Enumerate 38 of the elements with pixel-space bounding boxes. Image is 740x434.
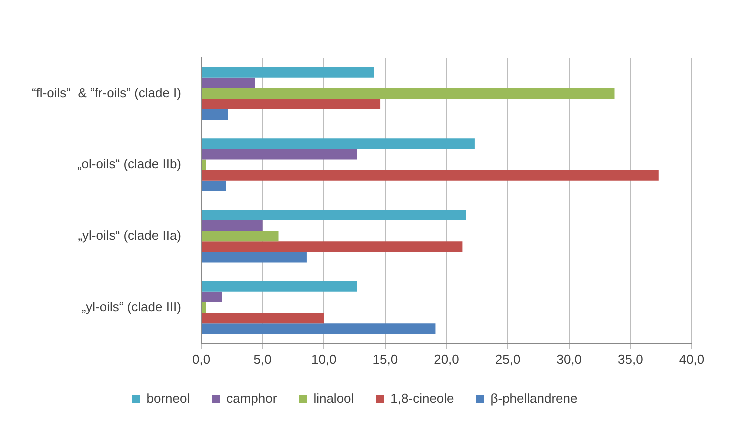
x-tick-label: 30,0: [556, 352, 582, 367]
bar: [202, 160, 206, 170]
bar: [202, 67, 374, 78]
bar: [202, 170, 659, 181]
x-tick-label: 5,0: [254, 352, 272, 367]
bar: [202, 242, 463, 252]
bar: [202, 149, 358, 160]
bar: [202, 281, 358, 292]
bar: [202, 231, 279, 242]
legend-label: camphor: [226, 391, 278, 406]
y-tick-label: “fl-oils“ & “fr-oils” (clade I): [32, 85, 182, 100]
x-tick-label: 20,0: [434, 352, 460, 367]
bar: [202, 98, 381, 110]
legend-label: β-phellandrene: [490, 391, 578, 406]
legend-label: linalool: [314, 391, 354, 406]
y-tick-label: „ol-oils“ (clade IIb): [77, 156, 182, 172]
x-tick-label: 25,0: [495, 352, 521, 367]
bar: [202, 302, 206, 314]
x-tick-label: 40,0: [679, 352, 705, 367]
bar: [202, 210, 466, 221]
bar: [202, 220, 263, 232]
bar: [202, 138, 475, 150]
x-tick-label: 0,0: [192, 352, 211, 367]
y-tick-label: „yl-oils“ (clade III): [82, 299, 182, 314]
bar: [202, 78, 256, 88]
legend-label: borneol: [146, 391, 190, 406]
bar: [202, 88, 615, 99]
x-tick-label: 15,0: [372, 352, 398, 367]
bar: [202, 252, 307, 263]
bar: [202, 110, 228, 120]
x-tick-label: 10,0: [311, 352, 337, 367]
x-tick-label: 35,0: [618, 352, 644, 367]
bar: [202, 313, 324, 324]
legend-label: 1,8-cineole: [390, 391, 454, 406]
bar: [202, 324, 436, 334]
y-tick-label: „yl-oils“ (clade IIa): [78, 228, 182, 243]
bar: [202, 180, 226, 192]
bar: [202, 292, 222, 302]
